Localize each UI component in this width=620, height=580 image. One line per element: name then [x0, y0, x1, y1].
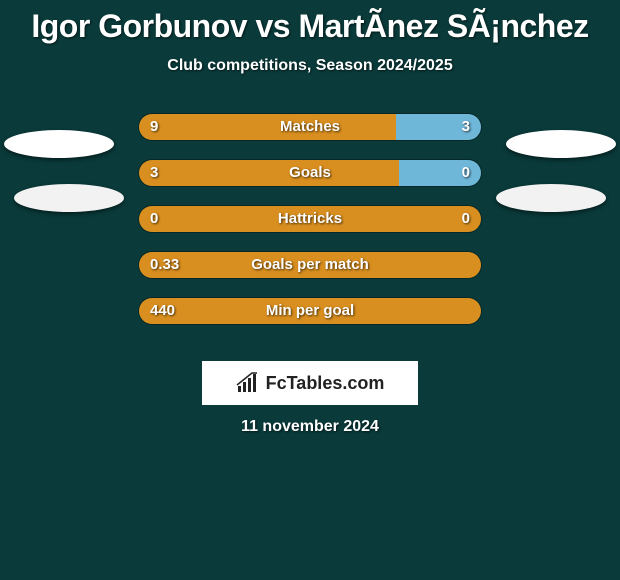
watermark-text: FcTables.com [266, 373, 385, 394]
stat-row: Goals per match0.33 [0, 243, 620, 289]
stat-row: Min per goal440 [0, 289, 620, 335]
page-title: Igor Gorbunov vs MartÃ­nez SÃ¡nchez [0, 8, 620, 45]
player-ellipse-right [496, 184, 606, 212]
bar-track [138, 113, 482, 141]
bar-track [138, 297, 482, 325]
bar-right [399, 160, 481, 186]
watermark: FcTables.com [202, 361, 418, 405]
bar-track [138, 159, 482, 187]
player-ellipse-right [506, 130, 616, 158]
subtitle: Club competitions, Season 2024/2025 [0, 57, 620, 75]
bar-track [138, 251, 482, 279]
bar-left [139, 298, 481, 324]
bar-left [139, 114, 396, 140]
player-ellipse-left [14, 184, 124, 212]
player-ellipse-left [4, 130, 114, 158]
bar-left [139, 252, 481, 278]
bar-left [139, 206, 481, 232]
bar-left [139, 160, 399, 186]
bar-right [396, 114, 482, 140]
chart-icon [236, 372, 260, 394]
bar-track [138, 205, 482, 233]
date-label: 11 november 2024 [0, 418, 620, 436]
